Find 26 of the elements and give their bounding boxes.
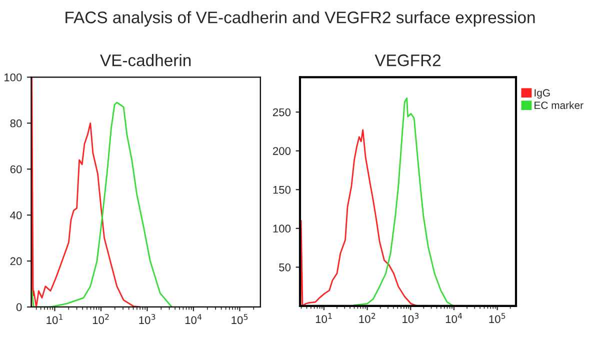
x-tick-label: 10$^{4}$ (446, 313, 462, 324)
chart-title: VE-cadherin (100, 54, 191, 66)
x-tick-label: 10$^{3}$ (139, 314, 156, 324)
text: FACS analysis of VE-cadherin and VEGFR2 surface expression (66, 11, 535, 27)
chart-title: VEGFR2 (374, 54, 441, 66)
x-tick-label: 10$^{4}$ (185, 314, 202, 324)
y-tick-label: 60 (10, 165, 22, 174)
y-tick-label: 40 (10, 211, 22, 220)
x-tick-label: 10$^{1}$ (46, 314, 63, 324)
y-tick-label: 80 (10, 119, 22, 128)
x-tick-label: 10$^{2}$ (359, 312, 376, 324)
x-tick-label: 10$^{5}$ (232, 314, 248, 324)
y-tick-label: 20 (10, 257, 22, 266)
y-tick-label: 200 (272, 147, 291, 155)
y-tick-label: 250 (272, 108, 291, 116)
y-tick-label: 150 (273, 186, 291, 194)
y-tick-label: 0 (16, 303, 22, 312)
x-tick-label: 10$^{5}$ (489, 313, 506, 324)
y-tick-label: 100 (273, 224, 291, 233)
x-tick-label: 10$^{3}$ (402, 312, 419, 324)
x-tick-label: 10$^{2}$ (92, 314, 109, 324)
legend-label: IgG (534, 89, 550, 99)
legend-label: EC marker (534, 101, 584, 110)
y-tick-label: 50 (279, 263, 291, 272)
y-tick-label: 100 (4, 73, 22, 82)
x-tick-label: 10$^{1}$ (316, 313, 332, 324)
